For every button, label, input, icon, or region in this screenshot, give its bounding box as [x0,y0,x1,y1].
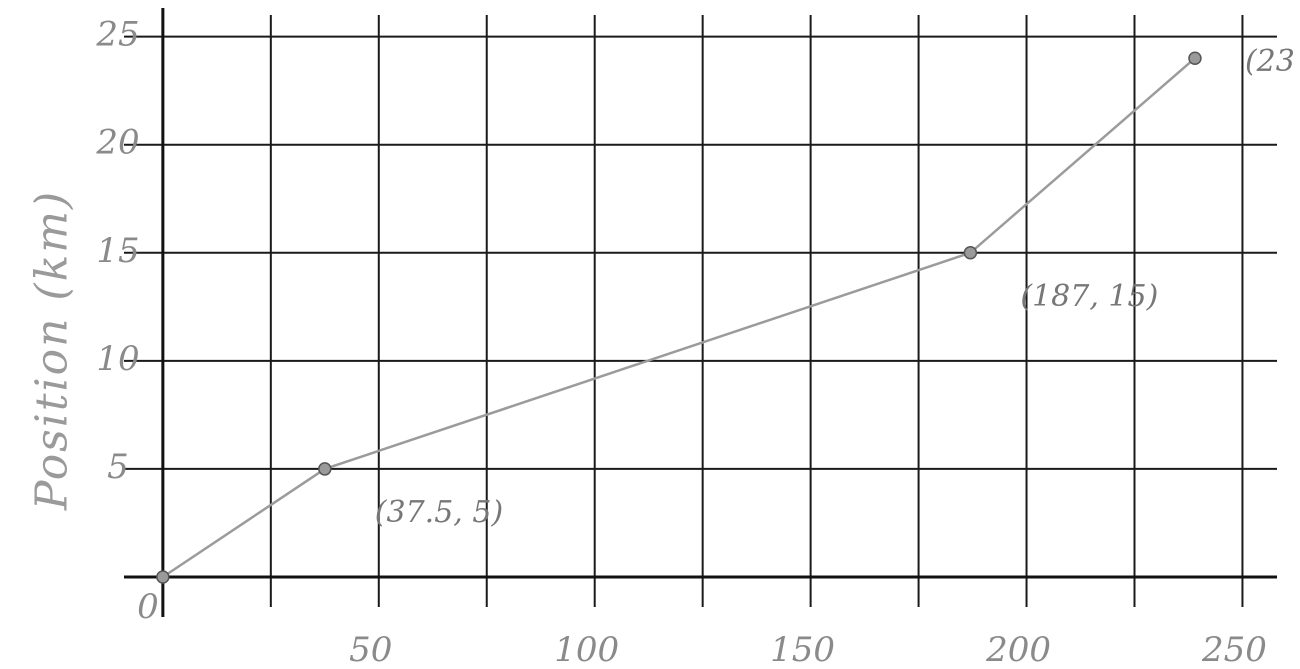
y-tick-label: 15 [96,231,139,271]
data-point [964,247,976,259]
x-tick-label: 50 [349,630,392,669]
y-tick-label: 0 [137,587,159,627]
data-point [157,571,169,583]
y-tick-label: 5 [107,447,129,487]
x-tick-label: 100 [554,630,619,669]
data-point [319,463,331,475]
annotation: (23 [1245,44,1295,79]
annotation: (187, 15) [1020,279,1158,314]
y-tick-label: 25 [95,15,139,55]
y-axis-label: Position (km) [27,190,78,511]
y-tick-label: 10 [96,339,139,379]
x-tick-label: 150 [770,630,835,669]
chart: Position (km) 50 100 150 200 250 0 5 10 15 20 25 (3… [0,0,1300,669]
data-point [1189,52,1201,64]
background [0,0,1300,669]
x-tick-label: 200 [985,630,1051,669]
annotation: (37.5, 5) [375,495,503,530]
y-tick-label: 20 [95,123,139,163]
x-tick-label: 250 [1201,630,1267,669]
